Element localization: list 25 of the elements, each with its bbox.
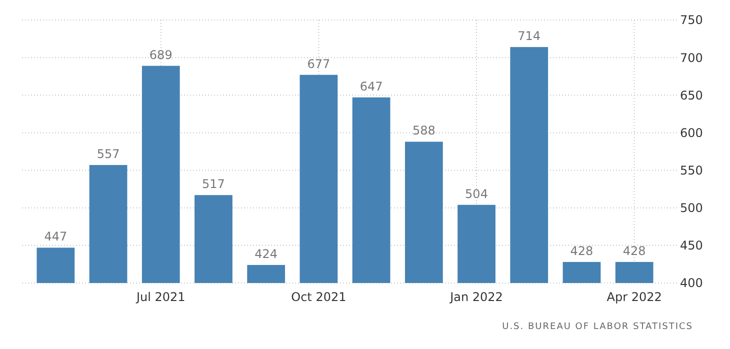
data-label: 424 (254, 246, 278, 261)
y-tick-label: 750 (680, 13, 703, 28)
data-label: 428 (622, 244, 646, 258)
x-tick-label: Jan 2022 (449, 290, 503, 304)
y-tick-label: 650 (680, 88, 703, 102)
data-label: 689 (149, 48, 172, 62)
data-label: 517 (202, 177, 225, 192)
x-tick-label: Oct 2021 (291, 290, 346, 304)
data-label: 647 (360, 79, 383, 94)
data-label: 504 (465, 186, 488, 201)
y-tick-label: 450 (680, 238, 703, 253)
data-label: 588 (412, 124, 436, 138)
y-tick-label: 600 (680, 126, 703, 140)
data-label: 714 (518, 29, 541, 44)
y-tick-label: 400 (680, 276, 703, 290)
data-label: 557 (96, 147, 120, 162)
x-tick-label: Apr 2022 (606, 290, 662, 304)
data-label: 428 (570, 244, 594, 258)
data-label: 677 (307, 56, 330, 71)
data-label: 447 (44, 230, 68, 244)
text: U.S. BUREAU OF LABOR STATISTICS (502, 322, 693, 332)
y-tick-label: 500 (680, 201, 703, 216)
y-tick-label: 550 (680, 163, 703, 178)
x-tick-label: Jul 2021 (135, 290, 186, 304)
y-tick-label: 700 (680, 50, 703, 65)
